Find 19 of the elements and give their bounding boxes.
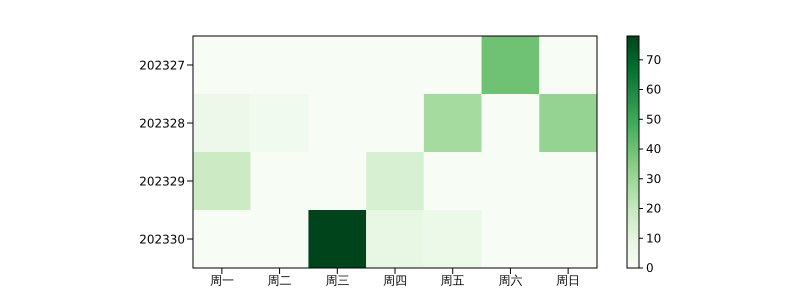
x-tick-label: 周日 [556, 274, 580, 288]
x-tick-label: 周六 [498, 274, 522, 288]
y-tick-label: 202328 [139, 116, 185, 130]
x-tick-label: 周二 [268, 274, 292, 288]
color-bar-label: 70 [646, 52, 662, 67]
y-tick-label: 202329 [139, 174, 185, 188]
color-bar-label: 50 [646, 112, 662, 126]
color-bar-label: 40 [646, 142, 662, 156]
x-tick-label: 周五 [440, 274, 465, 288]
color-bar-label: 20 [646, 202, 662, 216]
color-bar-label: 0 [646, 261, 654, 275]
y-tick-label: 202327 [139, 58, 185, 72]
color-bar-label: 30 [646, 172, 662, 186]
y-tick-label: 202330 [139, 232, 185, 246]
x-tick-label: 周四 [383, 274, 407, 288]
x-tick-label: 周一 [210, 274, 234, 288]
color-bar-label: 10 [646, 231, 662, 246]
color-bar-label: 60 [646, 82, 662, 97]
x-tick-label: 周三 [325, 274, 350, 288]
